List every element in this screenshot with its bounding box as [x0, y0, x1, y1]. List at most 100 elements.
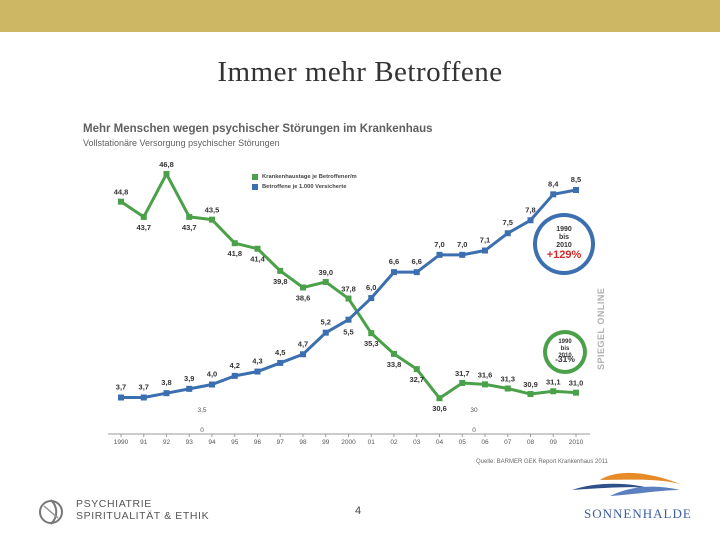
blue-data-point — [322, 329, 329, 336]
x-tick-label: 02 — [390, 439, 398, 446]
green-data-label: 43,5 — [205, 206, 220, 215]
page-number: 4 — [354, 505, 362, 517]
x-tick-label: 94 — [208, 439, 216, 446]
logo-line-2: SPIRITUALITÄT & ETHIK — [76, 510, 210, 522]
green-data-label: 43,7 — [136, 223, 151, 232]
sonnenhalde-wave-icon — [572, 472, 680, 496]
blue-data-label: 7,8 — [525, 205, 535, 214]
x-tick-label: 92 — [163, 439, 171, 446]
green-data-point — [436, 395, 443, 402]
blue-data-point — [527, 217, 534, 224]
green-data-label: 39,0 — [318, 268, 333, 277]
blue-data-point — [186, 385, 193, 392]
blue-data-label: 3,9 — [184, 374, 194, 383]
green-axis-tick-label: 30 — [470, 407, 478, 414]
chart-legend: Krankenhaustage je Betroffener/m Betroff… — [252, 172, 357, 192]
change-badge-year-end: 2010 — [556, 242, 572, 249]
blue-data-point — [391, 269, 397, 276]
blue-data-label: 4,5 — [275, 348, 285, 357]
sonnenhalde-text: SONNENHALDE — [584, 506, 692, 521]
blue-data-point — [277, 359, 284, 366]
blue-data-point — [118, 394, 124, 401]
legend-item-green: Krankenhaustage je Betroffener/m — [252, 172, 357, 182]
green-data-point — [277, 267, 284, 274]
green-data-label: 30,6 — [432, 404, 447, 413]
blue-data-point — [254, 368, 261, 375]
top-accent-band — [0, 0, 720, 32]
blue-data-label: 7,1 — [480, 236, 490, 245]
green-data-point — [504, 385, 511, 392]
green-data-label: 33,8 — [387, 360, 402, 369]
x-tick-label: 96 — [254, 439, 262, 446]
x-tick-label: 03 — [413, 439, 421, 446]
green-data-point — [186, 213, 193, 220]
blue-data-point — [300, 351, 306, 358]
x-tick-label: 08 — [527, 439, 535, 446]
x-tick-label: 07 — [504, 439, 512, 446]
green-data-label: 41,4 — [250, 255, 265, 264]
blue-data-label: 4,0 — [207, 370, 217, 379]
green-data-label: 32,7 — [409, 375, 424, 384]
blue-data-point — [504, 230, 511, 237]
x-tick-label: 99 — [322, 439, 330, 446]
green-data-label: 31,3 — [500, 375, 515, 384]
green-data-label: 43,7 — [182, 223, 197, 232]
chart-title: Mehr Menschen wegen psychischer Störunge… — [83, 123, 433, 135]
blue-axis-tick-label: 3,5 — [197, 407, 206, 414]
green-data-point — [231, 240, 238, 247]
x-tick-label: 95 — [231, 439, 239, 446]
watermark: SPIEGEL ONLINE — [596, 287, 606, 370]
change-badge-inner — [537, 217, 591, 271]
change-badge-year-start: 1990 — [558, 339, 572, 345]
blue-data-point — [550, 191, 557, 198]
green-data-point — [368, 330, 375, 337]
green-axis-tick-label: 0 — [472, 427, 476, 434]
change-badge-value: +129% — [547, 249, 582, 261]
blue-data-label: 5,5 — [343, 328, 353, 337]
blue-data-label: 6,6 — [389, 257, 399, 266]
x-tick-label: 98 — [299, 439, 307, 446]
logo-line-1: PSYCHIATRIE — [76, 498, 152, 510]
green-data-point — [254, 245, 261, 252]
blue-data-point — [140, 394, 147, 401]
green-data-label: 31,6 — [478, 370, 493, 379]
blue-data-point — [368, 295, 375, 302]
x-tick-label: 1990 — [114, 439, 129, 446]
x-tick-label: 91 — [140, 439, 148, 446]
x-tick-label: 06 — [481, 439, 489, 446]
green-data-label: 38,6 — [296, 293, 311, 302]
green-data-label: 31,0 — [569, 379, 584, 388]
green-data-label: 37,8 — [341, 285, 356, 294]
green-data-point — [118, 198, 124, 205]
blue-data-point — [231, 372, 238, 379]
sonnenhalde-logo: SONNENHALDE — [570, 470, 691, 530]
green-data-label: 44,8 — [114, 188, 129, 197]
change-badge-year-end: 2010 — [558, 353, 572, 359]
green-data-point — [209, 216, 215, 223]
legend-swatch-green — [252, 174, 258, 180]
blue-data-label: 7,5 — [503, 218, 513, 227]
green-data-label: 35,3 — [364, 339, 379, 348]
blue-data-point — [209, 381, 215, 388]
green-data-point — [322, 278, 329, 285]
blue-data-label: 3,8 — [161, 378, 171, 387]
blue-data-label: 8,5 — [571, 175, 581, 184]
green-data-point — [140, 213, 147, 220]
chart-subtitle: Vollstationäre Versorgung psychischer St… — [83, 138, 280, 148]
blue-data-point — [459, 251, 466, 258]
blue-data-label: 4,2 — [230, 361, 240, 370]
blue-data-label: 6,0 — [366, 283, 376, 292]
slide-title: Immer mehr Betroffene — [217, 56, 503, 88]
legend-label-blue: Betroffene je 1.000 Versicherte — [262, 184, 347, 190]
blue-data-label: 6,6 — [412, 257, 422, 266]
chart-source: Quelle: BARMER GEK Report Krankenhaus 20… — [476, 459, 608, 465]
green-data-label: 46,8 — [159, 160, 174, 169]
green-data-label: 39,8 — [273, 277, 288, 286]
green-data-point — [550, 388, 557, 395]
blue-data-label: 8,4 — [548, 179, 559, 188]
x-tick-label: 97 — [277, 439, 285, 446]
blue-data-label: 7,0 — [457, 240, 467, 249]
blue-data-label: 7,0 — [434, 240, 444, 249]
green-data-point — [527, 391, 534, 398]
